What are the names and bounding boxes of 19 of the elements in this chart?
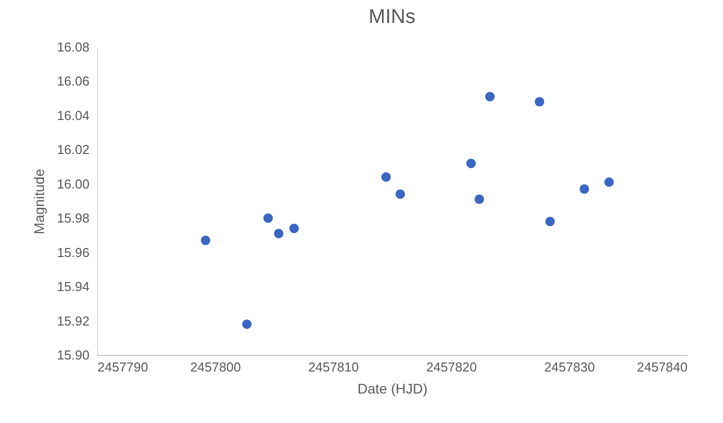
y-tick-label: 16.00 — [56, 176, 90, 192]
x-tick-label: 2457840 — [636, 360, 688, 374]
y-axis-title: Magnitude — [30, 168, 47, 234]
y-tick-label: 15.96 — [56, 244, 90, 260]
x-tick-label: 2457830 — [544, 360, 595, 374]
y-tick-label: 15.98 — [56, 210, 90, 226]
y-tick-label: 16.02 — [56, 142, 90, 158]
y-tick-label: 15.90 — [56, 348, 90, 362]
x-axis-title: Date (HJD) — [357, 380, 428, 396]
y-tick-label: 16.04 — [56, 108, 90, 123]
y-tick-label: 16.06 — [56, 74, 90, 89]
y-tick-label: 15.92 — [56, 313, 90, 328]
x-tick-label: 2457790 — [98, 360, 148, 374]
chart-title: MINs — [368, 6, 416, 28]
x-tick-label: 2457800 — [190, 360, 241, 374]
x-tick-label: 2457820 — [426, 360, 477, 374]
y-tick-label: 15.94 — [56, 279, 90, 294]
y-tick-label: 16.08 — [56, 40, 90, 54]
x-tick-label: 2457810 — [308, 360, 359, 374]
